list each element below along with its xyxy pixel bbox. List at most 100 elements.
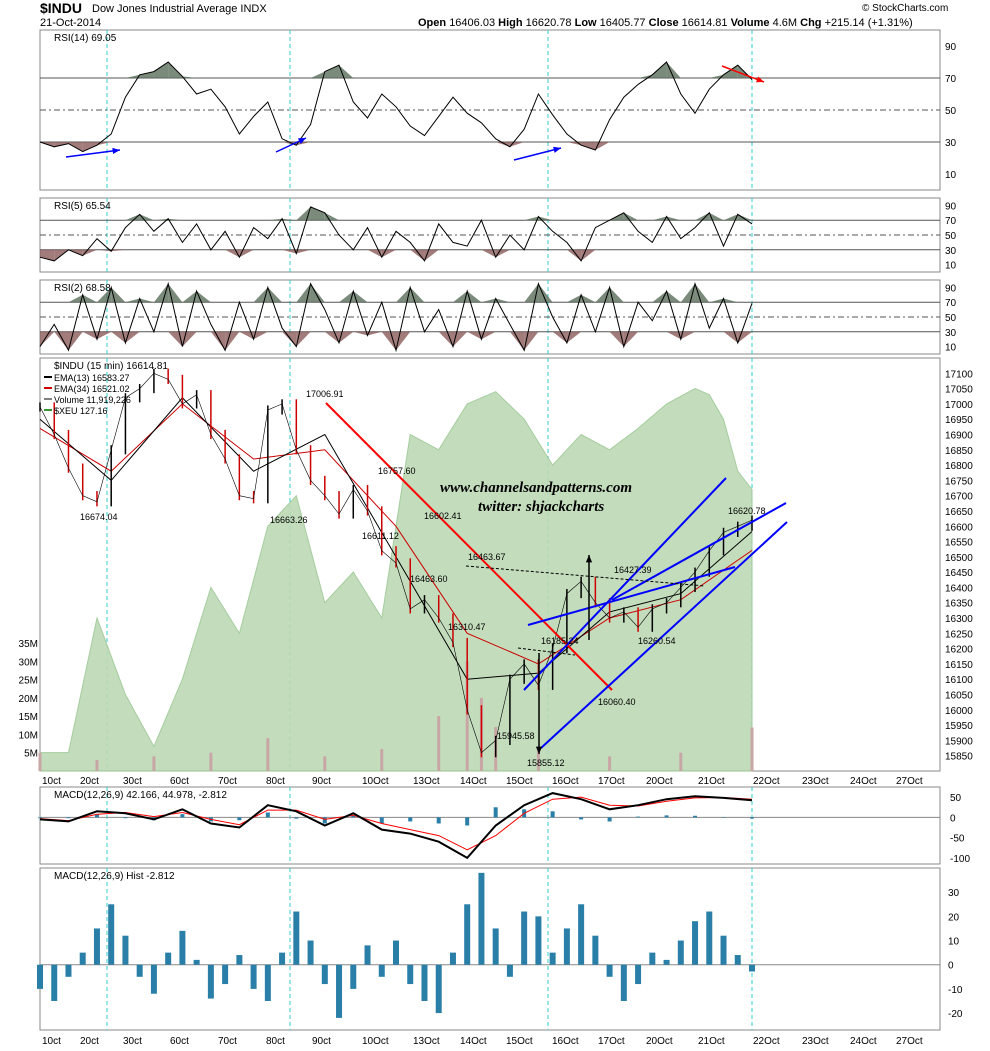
rsi-line bbox=[39, 206, 753, 262]
price-annotation: 16602.41 bbox=[424, 511, 462, 521]
macd-hist-bar bbox=[322, 817, 327, 824]
volume-bar bbox=[750, 727, 754, 771]
oversold-fill bbox=[566, 249, 582, 261]
legend-label: Volume 11,919,226 bbox=[54, 395, 131, 405]
oversold-fill bbox=[239, 249, 254, 258]
histogram-bar bbox=[606, 964, 613, 977]
histogram-bar bbox=[264, 964, 271, 1001]
y-tick-label: 30 bbox=[945, 246, 957, 257]
overbought-fill bbox=[709, 74, 724, 78]
rsi-line bbox=[39, 281, 753, 353]
overbought-fill bbox=[709, 298, 724, 303]
oversold-fill bbox=[381, 331, 396, 351]
macd-hist-bar bbox=[94, 814, 99, 818]
histogram-bar bbox=[506, 964, 513, 977]
macd-hist-bar bbox=[38, 817, 42, 819]
overbought-fill bbox=[139, 298, 154, 303]
x-tick-label: 70ct bbox=[218, 1036, 237, 1047]
y-tick-label: 10 bbox=[948, 937, 960, 948]
histogram-bar bbox=[279, 952, 286, 965]
oversold-fill bbox=[82, 331, 97, 340]
overbought-fill bbox=[125, 74, 140, 78]
oversold-fill bbox=[54, 331, 69, 351]
macd-hist-bar bbox=[550, 811, 555, 818]
panel-label: RSI(14) 69.05 bbox=[54, 33, 117, 44]
x-tick-label: 80ct bbox=[266, 1036, 285, 1047]
panel-label: RSI(2) 68.58 bbox=[54, 283, 111, 294]
histogram-bar bbox=[435, 964, 442, 1014]
overbought-fill bbox=[609, 287, 624, 303]
histogram-bar bbox=[193, 959, 200, 965]
oversold-fill bbox=[40, 331, 55, 347]
y-tick-label: 16750 bbox=[945, 476, 973, 487]
divergence-arrow-head bbox=[553, 146, 561, 153]
x-tick-label: 90ct bbox=[312, 1036, 331, 1047]
x-tick-label: 10Oct bbox=[362, 1036, 389, 1047]
histogram-bar bbox=[407, 964, 414, 985]
y-tick-label: 90 bbox=[945, 283, 957, 294]
x-tick-label: 20ct bbox=[80, 776, 99, 787]
histogram-bar bbox=[449, 952, 456, 965]
volume-bar bbox=[323, 756, 327, 771]
histogram-bar bbox=[749, 964, 755, 972]
y-tick-label: 16600 bbox=[945, 522, 973, 533]
oversold-fill bbox=[566, 331, 582, 343]
legend-label: $XEU 127.16 bbox=[54, 406, 108, 416]
overbought-fill bbox=[467, 291, 482, 303]
volume-label: Volume bbox=[730, 17, 770, 29]
y-tick-label: -50 bbox=[950, 834, 965, 845]
oversold-fill bbox=[111, 249, 126, 252]
overbought-fill bbox=[737, 214, 752, 221]
histogram-bar bbox=[108, 904, 115, 965]
y-tick-label: 16300 bbox=[945, 614, 973, 625]
y-tick-label: 16050 bbox=[945, 691, 973, 702]
overbought-fill bbox=[68, 294, 83, 303]
overbought-fill bbox=[153, 62, 169, 78]
y-tick-label: -10 bbox=[948, 985, 963, 996]
oversold-fill bbox=[438, 331, 453, 347]
overbought-fill bbox=[310, 283, 325, 303]
xeu-area bbox=[39, 388, 753, 772]
y-tick-label: 16800 bbox=[945, 461, 973, 472]
overbought-fill bbox=[82, 294, 97, 303]
high-value: 16620.78 bbox=[525, 17, 572, 29]
low-label: Low bbox=[574, 17, 597, 29]
x-tick-label: 15Oct bbox=[506, 776, 533, 787]
histogram-bar bbox=[521, 911, 528, 965]
histogram-bar bbox=[649, 952, 656, 965]
chart-symbol: $INDU bbox=[40, 0, 83, 16]
histogram-bar bbox=[165, 952, 172, 965]
macd-hist-bar bbox=[579, 817, 584, 820]
chart-name: Dow Jones Industrial Average INDX bbox=[92, 3, 267, 15]
histogram-bar bbox=[364, 945, 371, 965]
legend-label: EMA(34) 16521.02 bbox=[54, 384, 130, 394]
divergence-arrow-head bbox=[298, 138, 306, 144]
overbought-fill bbox=[581, 294, 596, 303]
histogram-bar bbox=[492, 928, 499, 965]
divergence-arrow-head bbox=[112, 147, 120, 155]
histogram-bar bbox=[93, 928, 100, 965]
panel-frame-macd_hist bbox=[39, 867, 941, 1031]
x-tick-label: 24Oct bbox=[850, 776, 877, 787]
overbought-fill bbox=[623, 212, 639, 221]
oversold-fill bbox=[96, 249, 112, 252]
volume-bar bbox=[38, 752, 42, 771]
overbought-fill bbox=[723, 214, 738, 221]
price-annotation: 17006.91 bbox=[306, 389, 344, 399]
overbought-fill bbox=[153, 218, 169, 221]
neckline bbox=[517, 647, 576, 656]
y-tick-label: -20 bbox=[948, 1009, 963, 1020]
oversold-fill bbox=[581, 142, 596, 150]
oversold-fill bbox=[552, 331, 567, 343]
y-tick-label: 30 bbox=[945, 138, 957, 149]
x-tick-label: 13Oct bbox=[413, 1036, 440, 1047]
macd-hist-bar bbox=[693, 815, 698, 818]
y-tick-label: 50 bbox=[950, 793, 962, 804]
y-tick-label: 16700 bbox=[945, 492, 973, 503]
y-tick-label: 16900 bbox=[945, 430, 973, 441]
rsi-line bbox=[39, 61, 753, 153]
macd-hist-bar bbox=[351, 815, 356, 818]
red-trendline bbox=[325, 402, 613, 691]
overbought-fill bbox=[267, 218, 283, 221]
overbought-fill bbox=[666, 216, 681, 221]
